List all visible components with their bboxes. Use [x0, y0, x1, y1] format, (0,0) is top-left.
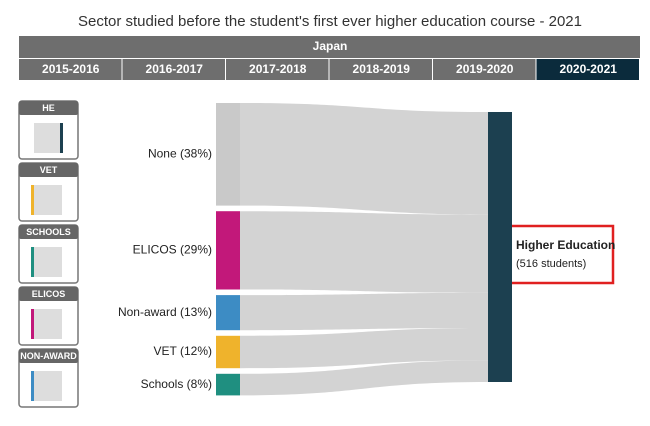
side-panel-label: HE	[42, 103, 55, 113]
side-panel-label: ELICOS	[32, 289, 66, 299]
flow	[240, 103, 488, 215]
source-label: Schools (8%)	[141, 377, 212, 391]
year-tab-label: 2015-2016	[42, 62, 100, 76]
year-tab[interactable]	[19, 59, 122, 80]
thumb-flow	[34, 309, 62, 339]
thumb-flow	[34, 371, 62, 401]
thumb-node	[31, 185, 34, 215]
side-panel-label: VET	[40, 165, 58, 175]
side-panel-header	[19, 101, 78, 115]
year-tab-label: 2019-2020	[456, 62, 514, 76]
source-node	[216, 295, 240, 331]
source-label: VET (12%)	[154, 344, 212, 358]
country-bar	[19, 36, 640, 58]
thumb-flow	[34, 123, 62, 153]
side-panel-header	[19, 163, 78, 177]
thumb-node	[60, 123, 63, 153]
source-label: None (38%)	[148, 146, 212, 160]
side-panel-header	[19, 225, 78, 239]
side-panel-label: SCHOOLS	[26, 227, 71, 237]
target-count: (516 students)	[516, 258, 586, 270]
year-tab[interactable]	[329, 59, 433, 80]
year-tab-label: 2017-2018	[249, 62, 307, 76]
side-panel-header	[19, 349, 78, 363]
highlight-box	[505, 224, 615, 285]
thumb-node	[31, 371, 34, 401]
target-node	[488, 112, 512, 382]
flow	[240, 292, 488, 331]
side-panel-header	[19, 287, 78, 301]
side-panel-label: NON-AWARD	[20, 351, 77, 361]
year-tab-label: 2018-2019	[353, 62, 411, 76]
thumb-flow	[34, 247, 62, 277]
source-label: Non-award (13%)	[118, 305, 212, 319]
year-tab[interactable]	[433, 59, 536, 80]
year-tab-label: 2016-2017	[146, 62, 204, 76]
chart-title: Sector studied before the student's firs…	[78, 13, 582, 30]
year-tab[interactable]	[226, 59, 329, 80]
flow	[240, 328, 488, 369]
thumb-node	[31, 247, 34, 277]
source-node	[216, 103, 240, 206]
thumb-flow	[34, 185, 62, 215]
flow	[240, 360, 488, 396]
thumb-node	[31, 309, 34, 339]
source-node	[216, 373, 240, 396]
target-label: Higher Education	[516, 238, 615, 252]
source-node	[216, 211, 240, 290]
year-tab[interactable]	[122, 59, 226, 80]
flow	[240, 211, 488, 293]
country-label: Japan	[313, 39, 348, 53]
year-tab[interactable]	[536, 59, 640, 80]
year-tab-label: 2020-2021	[560, 62, 618, 76]
source-label: ELICOS (29%)	[133, 243, 212, 257]
source-node	[216, 335, 240, 369]
